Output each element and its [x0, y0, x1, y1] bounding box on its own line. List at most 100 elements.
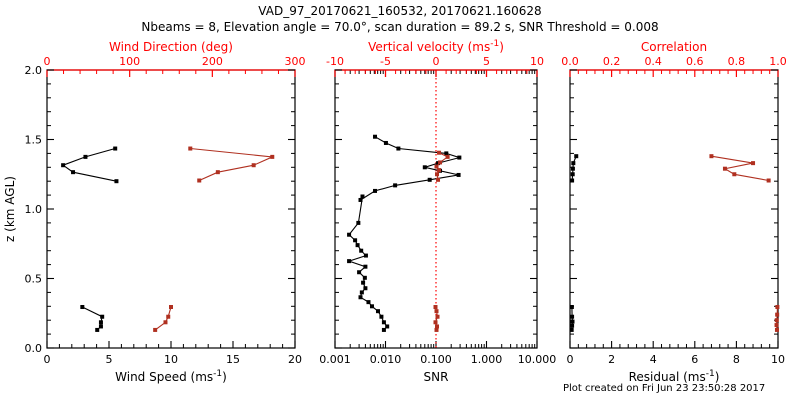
data-point	[98, 320, 103, 325]
data-point	[361, 280, 366, 285]
y-tick-label: 1.0	[25, 203, 43, 216]
x-tick-label: 10.000	[518, 353, 557, 366]
data-point	[113, 146, 118, 151]
data-point	[709, 154, 714, 159]
data-point	[775, 304, 780, 309]
data-point	[383, 140, 388, 145]
top-axis-label: Vertical velocity (ms-1)	[368, 39, 504, 54]
data-point	[766, 178, 771, 183]
data-point	[373, 188, 378, 193]
data-point	[456, 172, 461, 177]
y-tick-label: 0.0	[25, 342, 43, 355]
x-tick-label: 10	[164, 353, 178, 366]
panel-frame	[569, 69, 779, 349]
data-point	[359, 248, 364, 253]
y-tick-label: 2.0	[25, 64, 43, 77]
top-x-tick-label: 10	[530, 55, 544, 68]
data-point	[393, 183, 398, 188]
data-point	[366, 300, 371, 305]
x-tick-label: 10	[771, 353, 785, 366]
y-tick-label: 1.5	[25, 134, 43, 147]
data-point	[396, 146, 401, 151]
top-x-tick-label: 5	[483, 55, 490, 68]
data-point	[427, 177, 432, 182]
top-x-tick-label: 300	[285, 55, 306, 68]
top-x-tick-label: -10	[326, 55, 344, 68]
data-point	[570, 166, 575, 171]
data-point	[385, 324, 390, 329]
page-subtitle: Nbeams = 8, Elevation angle = 70.0°, sca…	[141, 20, 659, 34]
data-point	[434, 164, 439, 169]
x-tick-label: 20	[288, 353, 302, 366]
x-axis-label: Wind Speed (ms-1)	[115, 369, 227, 384]
series-line	[711, 155, 769, 182]
data-point	[570, 314, 575, 319]
data-point	[363, 253, 368, 258]
top-x-tick-label: 100	[119, 55, 140, 68]
top-axis-label: Wind Direction (deg)	[109, 40, 233, 54]
y-tick-label: 0.5	[25, 273, 43, 286]
top-x-tick-label: 0	[433, 55, 440, 68]
data-point	[774, 318, 779, 323]
x-tick-label: 6	[691, 353, 698, 366]
data-point	[355, 243, 360, 248]
data-point	[722, 166, 727, 171]
series-line	[347, 136, 462, 331]
series-line	[154, 306, 172, 331]
x-tick-label: 0.001	[319, 353, 351, 366]
data-point	[166, 314, 171, 319]
data-point	[197, 178, 202, 183]
data-point	[569, 304, 574, 309]
data-point	[363, 264, 368, 269]
data-point	[83, 154, 88, 159]
data-point	[357, 270, 362, 275]
data-point	[373, 134, 378, 139]
data-point	[360, 194, 365, 199]
y-axis-label: z (km AGL)	[3, 176, 17, 242]
data-point	[381, 327, 386, 332]
x-tick-label: 8	[733, 353, 740, 366]
data-point	[356, 220, 361, 225]
data-point	[375, 309, 380, 314]
data-point	[61, 163, 66, 168]
top-x-tick-label: 1.0	[769, 55, 787, 68]
x-tick-label: 1.000	[471, 353, 503, 366]
data-point	[270, 154, 275, 159]
data-point	[457, 155, 462, 160]
data-point	[436, 177, 441, 182]
panel-residual: 0 2 4 6 8 10 0.0 0.2 0.4 0.6 0.8 1.0 Correlation Resi…	[561, 40, 787, 384]
data-point	[437, 150, 442, 155]
top-x-tick-label: 0.4	[644, 55, 662, 68]
data-point	[362, 275, 367, 280]
data-point	[438, 160, 443, 165]
data-point	[570, 178, 575, 183]
top-x-tick-label: 0.8	[728, 55, 746, 68]
x-tick-label: 0.010	[370, 353, 402, 366]
data-point	[188, 146, 193, 151]
data-point	[95, 327, 100, 332]
data-point	[163, 320, 168, 325]
data-point	[80, 304, 85, 309]
data-point	[369, 304, 374, 309]
data-point	[774, 327, 779, 332]
data-point	[169, 304, 173, 309]
top-x-tick-label: 0.6	[686, 55, 704, 68]
data-point	[114, 179, 119, 184]
data-point	[71, 170, 76, 175]
data-point	[445, 154, 450, 159]
data-point	[444, 151, 449, 156]
data-point	[381, 320, 386, 325]
data-point	[353, 238, 358, 243]
top-x-tick-label: 0	[44, 55, 51, 68]
x-tick-label: 5	[106, 353, 113, 366]
data-point	[379, 314, 384, 319]
data-point	[435, 172, 440, 177]
data-point	[363, 286, 368, 291]
data-point	[433, 304, 438, 309]
data-point	[358, 197, 363, 202]
x-tick-label: 4	[650, 353, 657, 366]
data-point	[570, 323, 575, 328]
